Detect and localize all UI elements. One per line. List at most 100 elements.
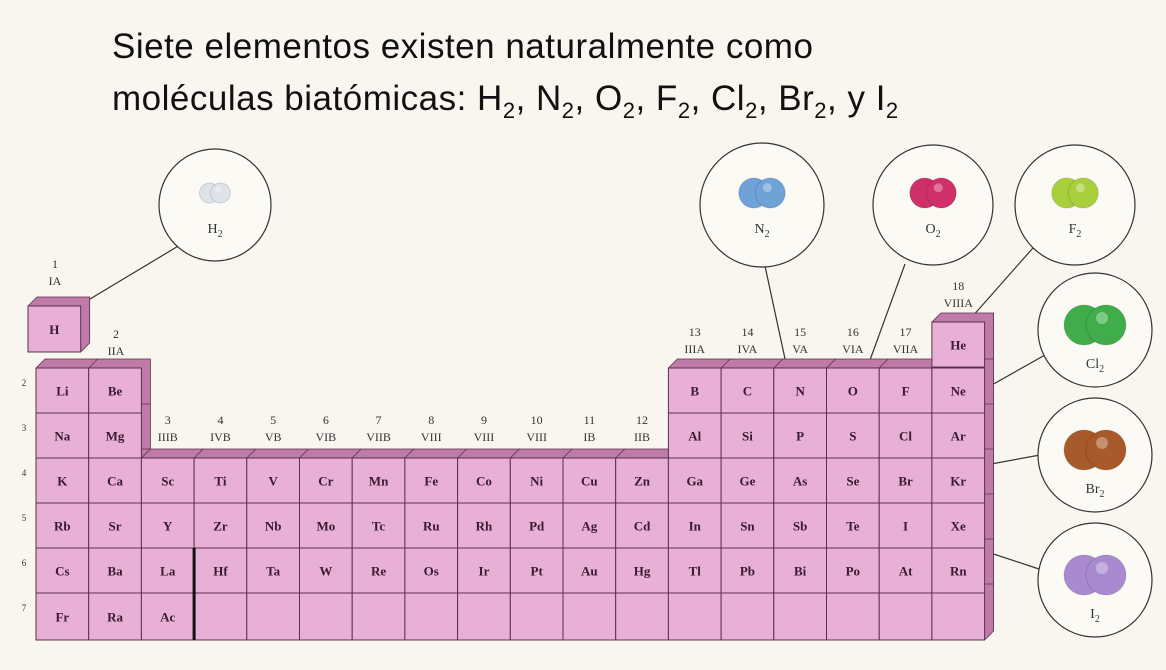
group-number: 3 (165, 413, 171, 427)
subscript: 2 (503, 98, 516, 123)
element-symbol: Ar (951, 429, 966, 444)
element-symbol: Ca (107, 474, 123, 489)
element-cell (404, 592, 459, 641)
group-number: 16 (847, 325, 859, 339)
element-symbol: Tl (689, 564, 702, 579)
group-number: 5 (270, 413, 276, 427)
element-symbol: Hf (213, 564, 228, 579)
group-roman: VA (792, 342, 808, 356)
period-number: 3 (22, 423, 27, 433)
element-symbol: Ga (686, 474, 703, 489)
molecule-subscript: 2 (1076, 229, 1081, 240)
element-symbol: W (319, 564, 332, 579)
element-cell (720, 457, 775, 504)
group-roman: VIII (421, 430, 442, 444)
element-symbol: Bi (794, 564, 807, 579)
element-symbol: Cr (318, 474, 333, 489)
element-symbol: Cl (899, 429, 912, 444)
element-symbol: Au (581, 564, 598, 579)
element-cell (826, 502, 880, 549)
element-cell (88, 367, 142, 414)
group-number: 9 (481, 413, 487, 427)
element-symbol: Ru (423, 519, 440, 534)
group-number: 12 (636, 413, 648, 427)
title-text: , Cl (691, 79, 746, 118)
element-cell (88, 502, 142, 549)
element-cell (720, 367, 775, 414)
element-symbol: Pt (531, 564, 544, 579)
molecule: H2 (158, 148, 272, 262)
atom (754, 177, 786, 209)
element-symbol: Cd (634, 519, 651, 534)
element-symbol: Be (108, 384, 123, 399)
molecule-subscript: 2 (1099, 364, 1104, 375)
element-symbol: Ne (951, 384, 966, 399)
atom-highlight (215, 186, 222, 193)
element-cell (457, 457, 511, 504)
element-symbol: Co (476, 474, 492, 489)
element-cell (667, 502, 722, 549)
element-symbol: Ta (266, 564, 280, 579)
element-cell (457, 547, 511, 594)
molecule-label: N2 (754, 222, 769, 240)
group-number: 15 (794, 325, 806, 339)
element-symbol: Ag (581, 519, 597, 534)
element-symbol: Xe (951, 519, 966, 534)
element-symbol: Ra (107, 610, 123, 625)
title-line: moléculas biatómicas: H2, N2, O2, F2, Cl… (112, 79, 899, 123)
element-symbol: Pb (740, 564, 755, 579)
element-symbol: Rb (54, 519, 71, 534)
group-roman: IIIA (684, 342, 705, 356)
molecule-subscript: 2 (765, 229, 770, 240)
group-number: 7 (376, 413, 382, 427)
element-cell (88, 592, 142, 641)
title-text: moléculas biatómicas: H (112, 79, 503, 118)
molecule-symbol: N (754, 222, 764, 237)
element-cell (826, 457, 880, 504)
subscript: 2 (886, 98, 899, 123)
group-roman: VIB (316, 430, 337, 444)
atom (1085, 304, 1127, 346)
element-symbol: Pd (529, 519, 545, 534)
element-symbol: Mg (106, 429, 125, 444)
molecule-circle (158, 148, 272, 262)
title-text: , Br (758, 79, 814, 118)
element-cell (140, 547, 195, 594)
element-symbol: Li (56, 384, 69, 399)
group-number: 11 (584, 413, 596, 427)
element-cell (562, 592, 617, 641)
group-roman: VIIA (893, 342, 919, 356)
molecule-symbol: I (1090, 607, 1095, 622)
element-cell (404, 502, 459, 549)
title-text: , O (575, 79, 623, 118)
element-cell (615, 592, 669, 641)
element-symbol: B (690, 384, 699, 399)
element-symbol: N (795, 384, 805, 399)
element-symbol: At (899, 564, 913, 579)
element-symbol: Hg (634, 564, 651, 579)
element-cell (299, 592, 353, 641)
group-roman: VIII (474, 430, 495, 444)
title-text: , N (516, 79, 562, 118)
element-symbol: Tc (372, 519, 385, 534)
group-roman: IIB (634, 430, 650, 444)
element-cell (404, 547, 459, 594)
element-cell (299, 457, 353, 504)
element-cell (931, 367, 986, 414)
element-symbol: Ti (214, 474, 226, 489)
subscript: 2 (814, 98, 827, 123)
group-number: 2 (113, 327, 119, 341)
element-symbol: C (743, 384, 752, 399)
element-cell (826, 592, 880, 641)
element-symbol: Al (688, 429, 701, 444)
element-cell (773, 457, 827, 504)
element-symbol: Ni (530, 474, 543, 489)
element-symbol: P (796, 429, 804, 444)
group-roman: IB (583, 430, 595, 444)
element-cell (27, 305, 82, 353)
element-symbol: Zr (213, 519, 228, 534)
element-symbol: Os (424, 564, 439, 579)
element-cell (878, 457, 933, 504)
atom-highlight (933, 183, 943, 193)
